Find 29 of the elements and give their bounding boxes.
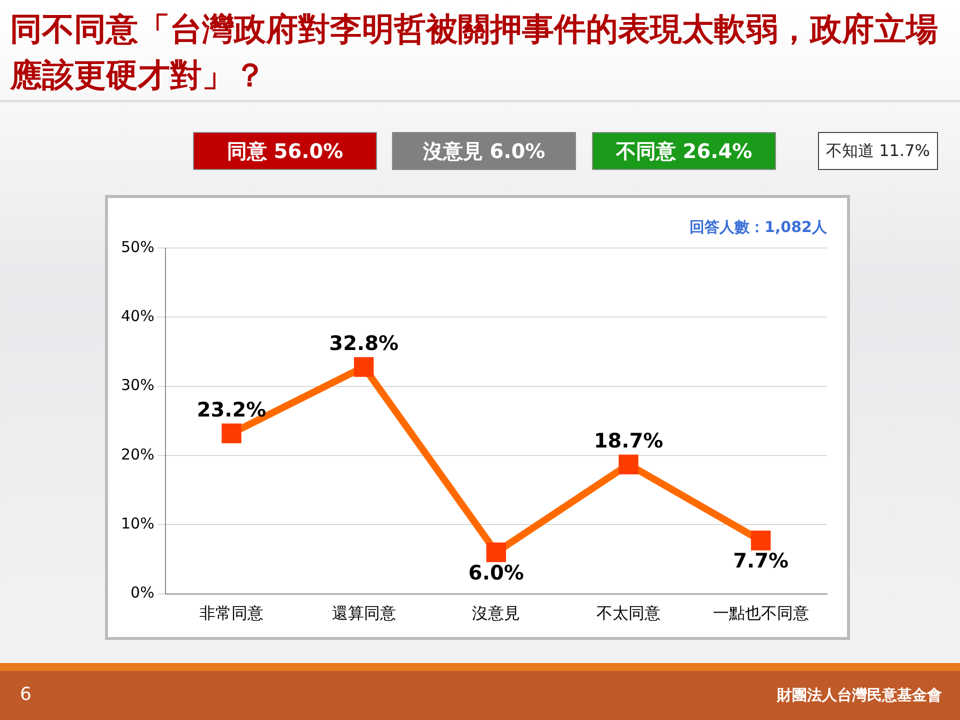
- y-tick-label: 50%: [120, 238, 154, 256]
- y-tick-label: 20%: [120, 445, 154, 464]
- text: 財團法人台灣民意基金會: [777, 686, 942, 705]
- text: 6: [20, 684, 32, 705]
- y-tick-label: 30%: [120, 376, 154, 394]
- text: 不知道 11.7%: [818, 132, 938, 170]
- text: 7.7%: [733, 548, 789, 573]
- point: [354, 357, 374, 377]
- x-tick-label: 還算同意: [332, 604, 396, 623]
- text: 6.0%: [468, 560, 524, 585]
- x-tick-label: 一點也不同意: [712, 604, 809, 623]
- point: [618, 454, 638, 474]
- text: 不同意 26.4%: [592, 132, 776, 170]
- x-tick-label: 不太同意: [596, 604, 660, 623]
- point: [750, 530, 771, 550]
- point: [486, 542, 506, 562]
- text: 同意 56.0%: [193, 132, 377, 170]
- text: 18.7%: [594, 428, 664, 453]
- x-tick-label: 非常同意: [200, 604, 264, 623]
- text: 32.8%: [329, 331, 399, 356]
- text: 23.2%: [196, 398, 266, 422]
- text: 回答人數：1,082人: [690, 218, 827, 237]
- y-tick-label: 0%: [130, 584, 154, 602]
- x-tick-label: 沒意見: [472, 604, 520, 623]
- chart-title: 同不同意「台灣政府對李明哲被關押事件的表現太軟弱，政府立場應該更硬才對」？: [10, 9, 939, 96]
- text: 沒意見 6.0%: [392, 132, 576, 170]
- point: [222, 423, 242, 444]
- y-tick-label: 40%: [120, 307, 154, 326]
- y-tick-label: 10%: [120, 514, 154, 533]
